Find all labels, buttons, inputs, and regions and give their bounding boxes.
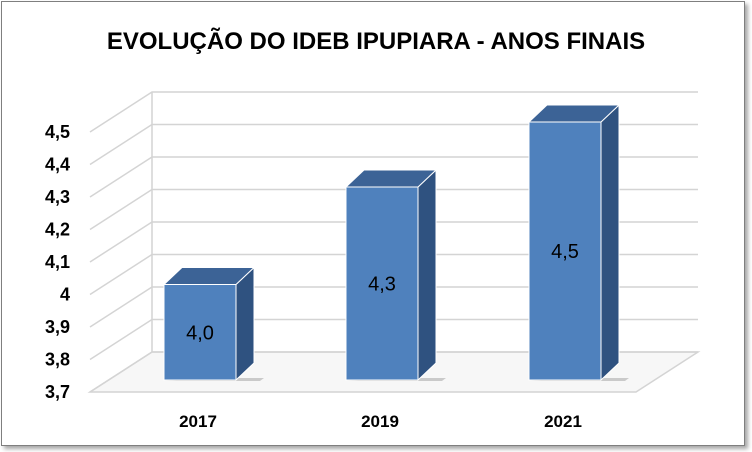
y-tick-label: 3,7 bbox=[45, 382, 70, 402]
x-axis-ticks: 2017 2019 2021 bbox=[179, 412, 582, 431]
bar-side bbox=[235, 266, 255, 382]
bar-side bbox=[417, 168, 437, 382]
y-tick-label: 4,4 bbox=[45, 155, 70, 175]
y-tick-label: 4,2 bbox=[45, 220, 70, 240]
x-tick-label: 2019 bbox=[361, 412, 399, 431]
bar bbox=[528, 121, 602, 381]
x-tick-label: 2021 bbox=[544, 412, 582, 431]
bar-side bbox=[600, 103, 620, 382]
y-axis-ticks: 3,7 3,8 3,9 4 4,1 4,2 4,3 4,4 4,5 bbox=[45, 122, 70, 402]
bars: 4,0 4,3 4,5 bbox=[162, 103, 629, 382]
y-tick-label: 3,9 bbox=[45, 317, 70, 337]
bar bbox=[163, 284, 237, 381]
y-tick-label: 4 bbox=[60, 285, 70, 305]
data-label: 4,5 bbox=[551, 241, 579, 263]
x-tick-label: 2017 bbox=[179, 412, 217, 431]
chart-title: EVOLUÇÃO DO IDEB IPUPIARA - ANOS FINAIS bbox=[107, 27, 645, 55]
data-label: 4,3 bbox=[368, 274, 396, 296]
y-tick-label: 3,8 bbox=[45, 350, 70, 370]
bar bbox=[345, 186, 419, 381]
y-tick-label: 4,5 bbox=[45, 122, 70, 142]
data-label: 4,0 bbox=[186, 322, 214, 344]
gridlines bbox=[89, 91, 698, 393]
y-tick-label: 4,3 bbox=[45, 187, 70, 207]
y-tick-label: 4,1 bbox=[45, 252, 70, 272]
